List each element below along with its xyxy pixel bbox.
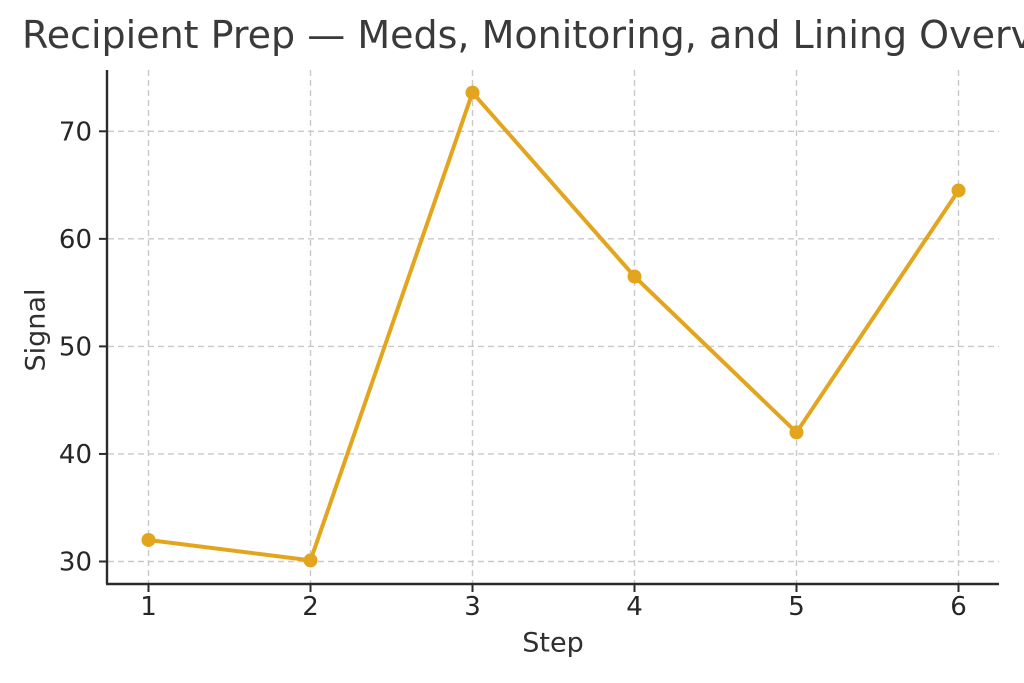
data-line <box>146 90 961 563</box>
data-point-marker <box>627 269 642 284</box>
y-tick-label: 40 <box>59 440 92 470</box>
data-point-marker <box>465 85 480 100</box>
data-points <box>141 85 966 568</box>
y-tick-labels: 30 40 50 60 70 <box>59 117 92 577</box>
chart-title: Recipient Prep — Meds, Monitoring, and L… <box>22 13 1024 57</box>
data-point-marker <box>789 425 804 440</box>
x-gridlines <box>147 70 960 583</box>
x-tick-label: 5 <box>788 592 805 622</box>
y-gridlines <box>108 130 999 563</box>
x-tick-labels: 1 2 3 4 5 6 <box>140 592 967 622</box>
data-point-marker <box>141 532 156 547</box>
y-tick-label: 50 <box>59 332 92 362</box>
y-tick-label: 70 <box>59 117 92 147</box>
y-axis-label: Signal <box>20 288 52 372</box>
x-tick-label: 2 <box>302 592 319 622</box>
data-point-marker <box>303 553 318 568</box>
y-tick-label: 60 <box>59 225 92 255</box>
x-tick-label: 1 <box>140 592 157 622</box>
data-point-marker <box>951 183 966 198</box>
x-tick-label: 3 <box>464 592 481 622</box>
axis-ticks <box>99 130 960 592</box>
axis-spines <box>105 70 999 586</box>
x-tick-label: 4 <box>626 592 643 622</box>
x-axis-label: Step <box>522 627 584 659</box>
x-tick-label: 6 <box>950 592 967 622</box>
data-series <box>146 90 961 563</box>
y-tick-label: 30 <box>59 547 92 577</box>
